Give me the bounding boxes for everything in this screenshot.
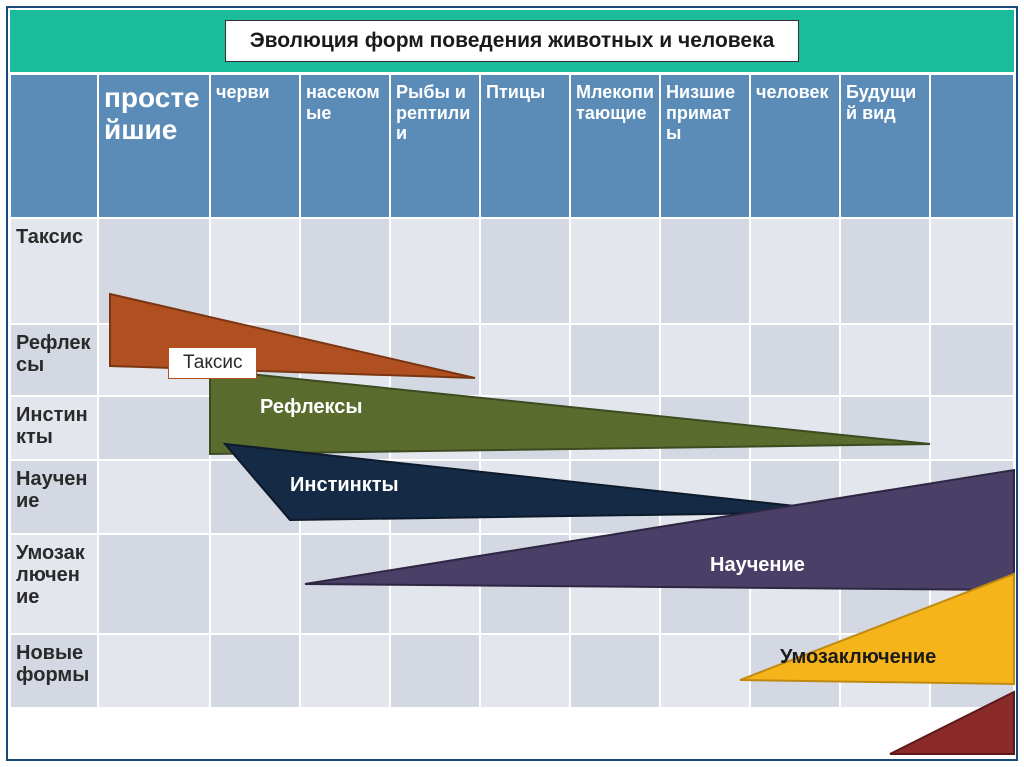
- new-forms-triangle: [890, 692, 1014, 754]
- inference-label: Умозаключение: [780, 646, 936, 669]
- instincts-label: Инстинкты: [290, 474, 399, 497]
- title-band: Эволюция форм поведения животных и челов…: [10, 10, 1014, 72]
- taxis-label: Таксис: [168, 347, 257, 379]
- title-box: Эволюция форм поведения животных и челов…: [225, 20, 800, 62]
- page-title: Эволюция форм поведения животных и челов…: [250, 29, 775, 52]
- diagram-grid: простейшиечервинасекомыеРыбы и рептилииП…: [10, 74, 1014, 757]
- reflexes-label: Рефлексы: [260, 396, 362, 419]
- taxis-triangle: [110, 294, 475, 378]
- learning-label: Научение: [710, 554, 805, 577]
